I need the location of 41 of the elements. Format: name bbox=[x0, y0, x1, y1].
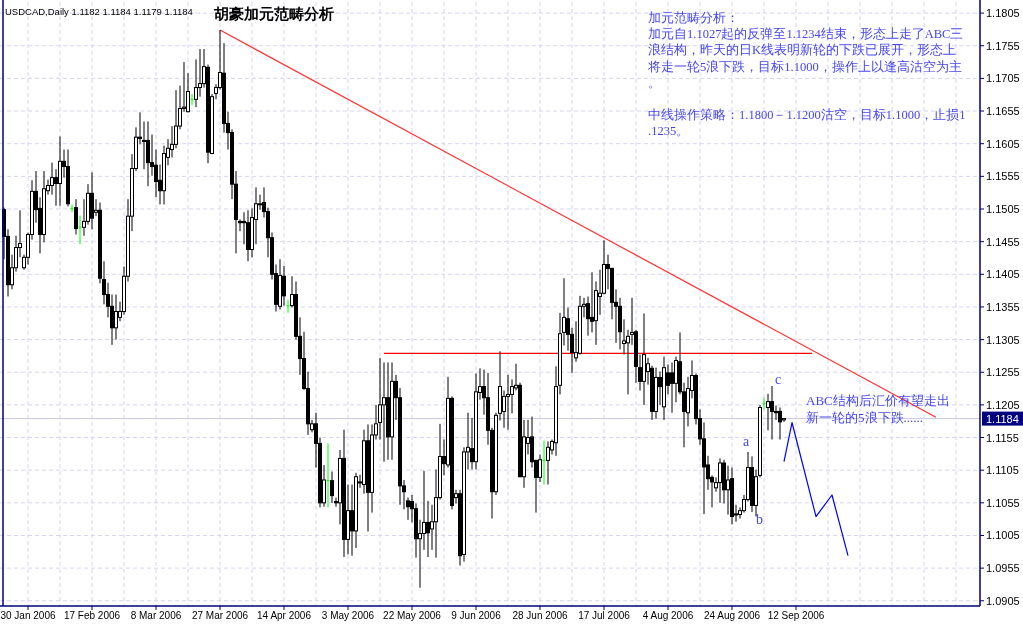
annotation: 加元自1.1027起的反弹至1.1234结束，形态上走了ABC三浪结构，昨天的日K线表明新轮的下跌已展开，形态上将走一轮5浪下跌，目标1.1000，操作上以逢高沽空为主。 bbox=[647, 27, 964, 90]
y-tick-label: 1.1005 bbox=[986, 529, 1020, 542]
annotation: b bbox=[756, 512, 763, 527]
y-tick-label: 1.1405 bbox=[986, 268, 1020, 281]
y-tick-label: 1.1605 bbox=[986, 137, 1020, 150]
y-tick-label: 1.0955 bbox=[986, 562, 1020, 575]
y-tick-label: 1.1455 bbox=[986, 235, 1020, 248]
y-tick-label: 1.1055 bbox=[986, 496, 1020, 509]
x-tick-label: 12 Sep 2006 bbox=[767, 610, 825, 621]
y-tick-label: 1.0905 bbox=[986, 594, 1020, 607]
ref-line-label: 1.1184 bbox=[986, 412, 1019, 425]
x-tick-label: 27 Mar 2006 bbox=[191, 610, 249, 621]
annotation: 加元范畴分析： bbox=[648, 11, 739, 25]
annotation: a bbox=[743, 434, 750, 449]
y-tick-label: 1.1155 bbox=[986, 431, 1019, 444]
x-tick-label: 3 May 2006 bbox=[321, 610, 375, 621]
x-tick-label: 24 Aug 2006 bbox=[703, 610, 761, 621]
annotation: c bbox=[775, 372, 782, 387]
y-tick-label: 1.1555 bbox=[986, 170, 1020, 183]
y-tick-label: 1.1755 bbox=[986, 39, 1020, 52]
y-tick-label: 1.1205 bbox=[986, 398, 1020, 411]
y-tick-label: 1.1305 bbox=[986, 333, 1020, 346]
chart-title: 胡豪加元范畴分析 bbox=[213, 6, 334, 22]
y-tick-label: 1.1105 bbox=[986, 464, 1019, 477]
y-tick-label: 1.1805 bbox=[986, 7, 1020, 20]
x-tick-label: 4 Aug 2006 bbox=[642, 610, 694, 621]
y-tick-label: 1.1505 bbox=[986, 202, 1020, 215]
x-tick-label: 17 Feb 2006 bbox=[63, 610, 121, 621]
chart-subtitle: USDCAD,Daily 1.1182 1.1184 1.1179 1.1184 bbox=[5, 6, 193, 17]
x-tick-label: 8 Mar 2006 bbox=[130, 610, 182, 621]
x-tick-label: 22 May 2006 bbox=[383, 610, 442, 621]
x-tick-label: 9 Jun 2006 bbox=[451, 610, 502, 621]
x-tick-label: 17 Jul 2006 bbox=[578, 610, 631, 621]
y-tick-label: 1.1255 bbox=[986, 366, 1020, 379]
y-tick-label: 1.1705 bbox=[986, 72, 1020, 85]
x-tick-label: 14 Apr 2006 bbox=[257, 610, 312, 621]
x-tick-label: 28 Jun 2006 bbox=[512, 610, 568, 621]
y-tick-label: 1.1355 bbox=[986, 300, 1020, 313]
annotation: 中线操作策略：1.1800－1.1200沽空，目标1.1000，止损1.1235。 bbox=[648, 108, 966, 139]
x-tick-label: 30 Jan 2006 bbox=[0, 610, 56, 621]
y-tick-label: 1.1655 bbox=[986, 105, 1020, 118]
